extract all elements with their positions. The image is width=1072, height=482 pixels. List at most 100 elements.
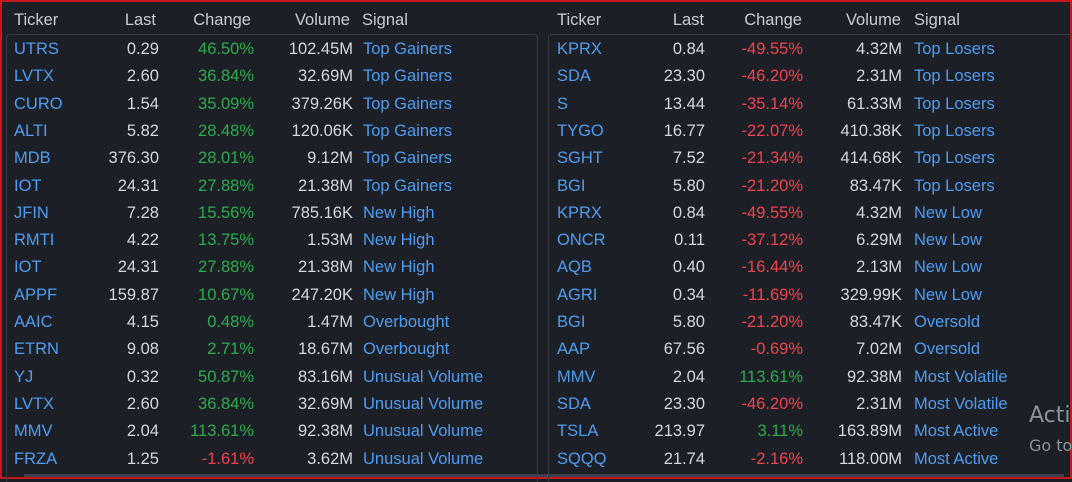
- table-row[interactable]: LVTX 2.60 36.84% 32.69M Top Gainers: [7, 63, 537, 90]
- table-row[interactable]: ONCR 0.11 -37.12% 6.29M New Low: [549, 227, 1072, 254]
- table-row[interactable]: ETRN 9.08 2.71% 18.67M Overbought: [7, 336, 537, 363]
- table-row[interactable]: AAP 67.56 -0.69% 7.02M Oversold: [549, 336, 1072, 363]
- header-signal[interactable]: Signal: [362, 11, 408, 29]
- signal-link[interactable]: Top Gainers: [363, 149, 452, 168]
- ticker-link[interactable]: IOT: [14, 176, 42, 195]
- table-row[interactable]: IOT 24.31 27.88% 21.38M Top Gainers: [7, 173, 537, 200]
- table-row[interactable]: SDA 23.30 -46.20% 2.31M Top Losers: [549, 63, 1072, 90]
- ticker-link[interactable]: SDA: [557, 394, 591, 413]
- ticker-link[interactable]: SGHT: [557, 149, 603, 168]
- signal-link[interactable]: New Low: [914, 203, 982, 222]
- table-row[interactable]: BGI 5.80 -21.20% 83.47K Top Losers: [549, 173, 1072, 200]
- signal-link[interactable]: Overbought: [363, 313, 450, 331]
- signal-link[interactable]: Top Losers: [914, 121, 995, 140]
- header-change[interactable]: Change: [744, 11, 802, 29]
- ticker-link[interactable]: KPRX: [557, 40, 602, 58]
- table-row[interactable]: FRZA 1.25 -1.61% 3.62M Unusual Volume: [7, 446, 537, 473]
- ticker-link[interactable]: AAIC: [14, 313, 53, 331]
- ticker-link[interactable]: YJ: [14, 367, 34, 386]
- signal-link[interactable]: Top Gainers: [363, 40, 452, 58]
- signal-link[interactable]: Unusual Volume: [363, 449, 484, 468]
- table-row[interactable]: TYGO 16.77 -22.07% 410.38K Top Losers: [549, 118, 1072, 145]
- signal-link[interactable]: Top Losers: [914, 176, 995, 195]
- table-row[interactable]: BGI 5.80 -21.20% 83.47K Oversold: [549, 309, 1072, 336]
- table-row[interactable]: YJ 0.32 50.87% 83.16M Unusual Volume: [7, 364, 537, 391]
- signal-link[interactable]: New High: [363, 231, 435, 250]
- table-row[interactable]: SDA 23.30 -46.20% 2.31M Most Volatile: [549, 391, 1072, 418]
- table-row[interactable]: LVTX 2.60 36.84% 32.69M Unusual Volume: [7, 391, 537, 418]
- ticker-link[interactable]: AQB: [557, 258, 592, 277]
- signal-link[interactable]: Top Losers: [914, 149, 995, 168]
- header-ticker[interactable]: Ticker: [557, 11, 602, 29]
- signal-link[interactable]: New High: [363, 258, 435, 277]
- signal-link[interactable]: Top Gainers: [363, 67, 452, 86]
- ticker-link[interactable]: LVTX: [14, 394, 55, 413]
- signal-link[interactable]: Overbought: [363, 340, 450, 359]
- ticker-link[interactable]: S: [557, 94, 569, 113]
- signal-link[interactable]: Top Gainers: [363, 121, 452, 140]
- table-row[interactable]: KPRX 0.84 -49.55% 4.32M Top Losers: [549, 36, 1072, 63]
- header-volume[interactable]: Volume: [294, 11, 350, 29]
- ticker-link[interactable]: IOT: [14, 258, 42, 277]
- table-row[interactable]: MDB 376.30 28.01% 9.12M Top Gainers: [7, 145, 537, 172]
- table-row[interactable]: SGHT 7.52 -21.34% 414.68K Top Losers: [549, 145, 1072, 172]
- ticker-link[interactable]: UTRS: [14, 40, 59, 58]
- header-last[interactable]: Last: [124, 11, 156, 29]
- ticker-link[interactable]: FRZA: [14, 449, 58, 468]
- signal-link[interactable]: Top Gainers: [363, 94, 452, 113]
- ticker-link[interactable]: AGRI: [557, 285, 598, 304]
- horizontal-scrollbar[interactable]: [24, 474, 1064, 477]
- ticker-link[interactable]: ALTI: [14, 121, 48, 140]
- ticker-link[interactable]: KPRX: [557, 203, 602, 222]
- table-row[interactable]: CURO 1.54 35.09% 379.26K Top Gainers: [7, 91, 537, 118]
- table-row[interactable]: MMV 2.04 113.61% 92.38M Unusual Volume: [7, 418, 537, 445]
- header-change[interactable]: Change: [193, 11, 251, 29]
- signal-link[interactable]: Most Active: [914, 422, 999, 441]
- ticker-link[interactable]: JFIN: [14, 203, 49, 222]
- ticker-link[interactable]: SQQQ: [557, 449, 607, 468]
- ticker-link[interactable]: TSLA: [557, 422, 599, 441]
- signal-link[interactable]: Most Volatile: [914, 367, 1008, 386]
- ticker-link[interactable]: ONCR: [557, 231, 606, 250]
- table-row[interactable]: AQB 0.40 -16.44% 2.13M New Low: [549, 254, 1072, 281]
- table-row[interactable]: AAIC 4.15 0.48% 1.47M Overbought: [7, 309, 537, 336]
- table-row[interactable]: AGRI 0.34 -11.69% 329.99K New Low: [549, 282, 1072, 309]
- header-last[interactable]: Last: [672, 11, 704, 29]
- ticker-link[interactable]: MDB: [14, 149, 51, 168]
- table-row[interactable]: JFIN 7.28 15.56% 785.16K New High: [7, 200, 537, 227]
- ticker-link[interactable]: SDA: [557, 67, 591, 86]
- signal-link[interactable]: Oversold: [914, 313, 981, 331]
- table-row[interactable]: ALTI 5.82 28.48% 120.06K Top Gainers: [7, 118, 537, 145]
- ticker-link[interactable]: AAP: [557, 340, 591, 359]
- ticker-link[interactable]: APPF: [14, 285, 58, 304]
- signal-link[interactable]: Unusual Volume: [363, 367, 484, 386]
- signal-link[interactable]: New High: [363, 203, 435, 222]
- header-ticker[interactable]: Ticker: [14, 11, 59, 29]
- signal-link[interactable]: Unusual Volume: [363, 394, 484, 413]
- ticker-link[interactable]: CURO: [14, 94, 63, 113]
- table-row[interactable]: APPF 159.87 10.67% 247.20K New High: [7, 282, 537, 309]
- signal-link[interactable]: Top Losers: [914, 40, 995, 58]
- ticker-link[interactable]: LVTX: [14, 67, 55, 86]
- signal-link[interactable]: Most Active: [914, 449, 999, 468]
- signal-link[interactable]: Top Losers: [914, 94, 995, 113]
- ticker-link[interactable]: MMV: [557, 367, 596, 386]
- signal-link[interactable]: New Low: [914, 231, 982, 250]
- signal-link[interactable]: Oversold: [914, 340, 981, 359]
- signal-link[interactable]: New High: [363, 285, 435, 304]
- ticker-link[interactable]: MMV: [14, 422, 53, 441]
- ticker-link[interactable]: BGI: [557, 313, 586, 331]
- table-row[interactable]: SQQQ 21.74 -2.16% 118.00M Most Active: [549, 446, 1072, 473]
- table-row[interactable]: IOT 24.31 27.88% 21.38M New High: [7, 254, 537, 281]
- signal-link[interactable]: New Low: [914, 285, 982, 304]
- table-row[interactable]: KPRX 0.84 -49.55% 4.32M New Low: [549, 200, 1072, 227]
- table-row[interactable]: S 13.44 -35.14% 61.33M Top Losers: [549, 91, 1072, 118]
- table-row[interactable]: MMV 2.04 113.61% 92.38M Most Volatile: [549, 364, 1072, 391]
- table-row[interactable]: TSLA 213.97 3.11% 163.89M Most Active: [549, 418, 1072, 445]
- table-row[interactable]: RMTI 4.22 13.75% 1.53M New High: [7, 227, 537, 254]
- signal-link[interactable]: Top Gainers: [363, 176, 452, 195]
- signal-link[interactable]: New Low: [914, 258, 982, 277]
- header-volume[interactable]: Volume: [845, 11, 901, 29]
- ticker-link[interactable]: BGI: [557, 176, 586, 195]
- ticker-link[interactable]: ETRN: [14, 340, 59, 359]
